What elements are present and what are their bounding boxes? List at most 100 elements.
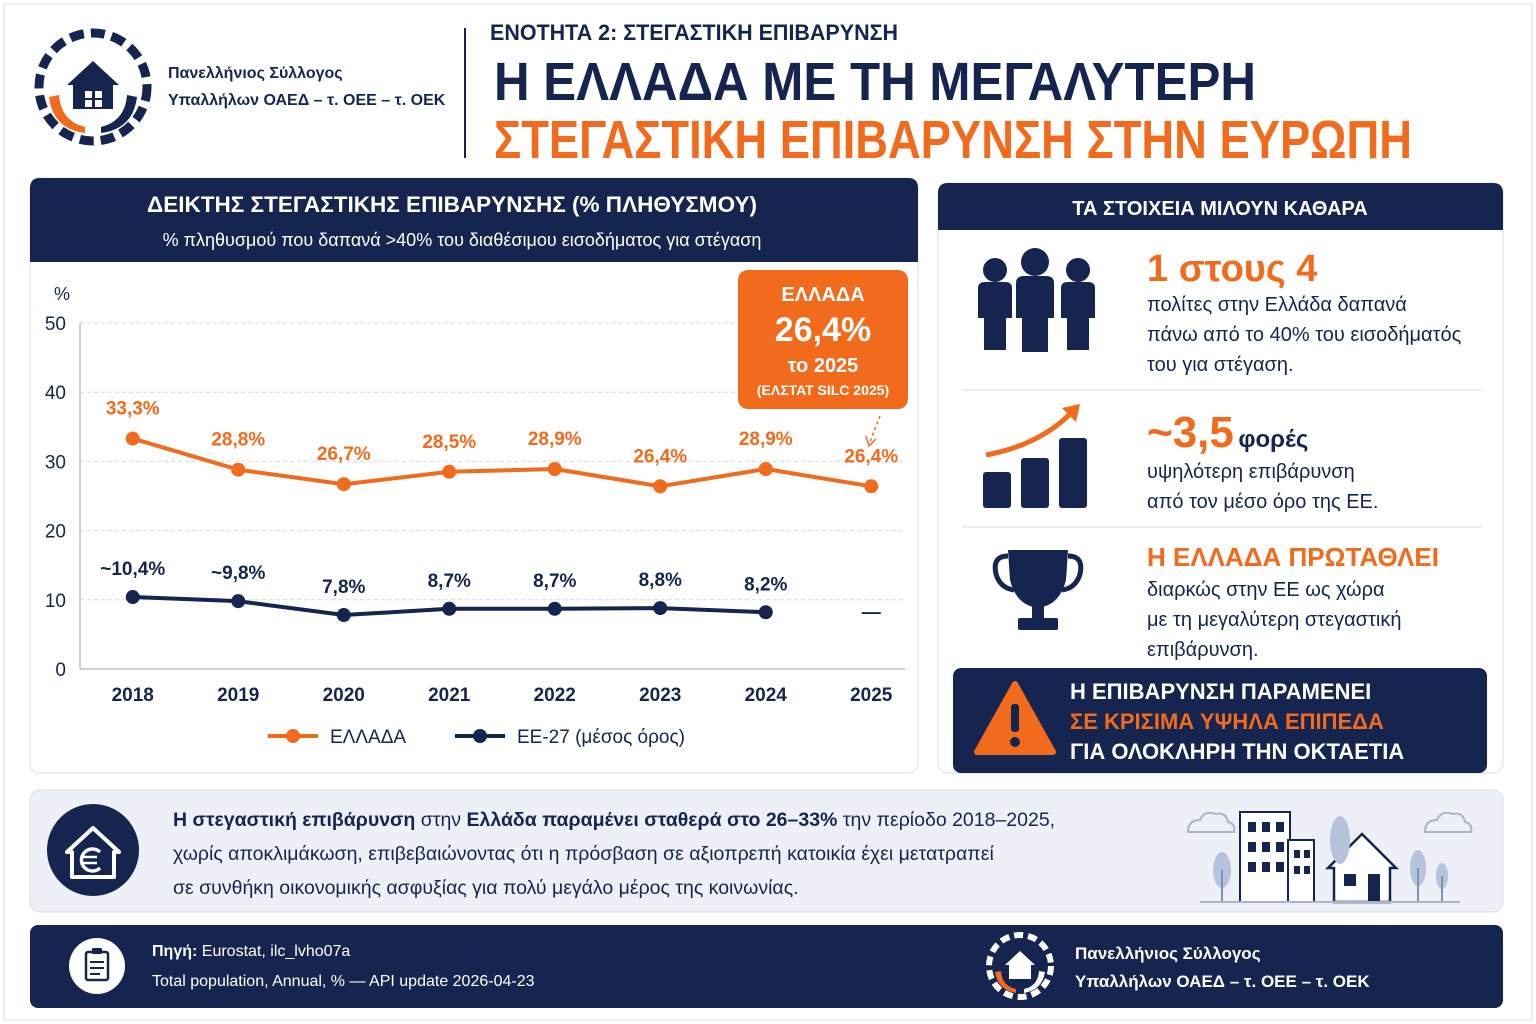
data-label: 33,3% — [106, 399, 160, 420]
data-label: 28,8% — [211, 430, 265, 451]
source-line: Πηγή: Eurostat, ilc_lvho07a — [152, 937, 535, 967]
warning-line: ΓΙΑ ΟΛΟΚΛΗΡΗ ΤΗΝ ΟΚΤΑΕΤΙΑ — [1070, 739, 1405, 764]
fact-suffix: φορές — [1238, 426, 1309, 453]
fact-line: πάνω από το 40% του εισοδήματός — [1147, 324, 1462, 346]
summary-line: σε συνθήκη οικονομικής ασφυξίας για πολύ… — [173, 877, 799, 899]
series-line — [132, 436, 872, 489]
x-tick-label: 2022 — [534, 685, 576, 706]
callout-arrow — [869, 415, 881, 443]
x-tick-label: 2024 — [745, 685, 788, 706]
footer-logo — [986, 932, 1054, 1000]
callout-value: 26,4% — [775, 311, 871, 349]
callout-arrowhead — [865, 435, 877, 448]
callout-source: (ΕΛΣΤΑΤ SILC 2025) — [757, 382, 889, 398]
data-point — [758, 605, 773, 620]
org-name: Υπαλλήλων ΟΑΕΔ – τ. ΟΕΕ – τ. ΟΕΚ — [1075, 972, 1370, 991]
x-tick-label: 2019 — [217, 685, 259, 706]
clipboard-icon — [69, 938, 125, 994]
fact-big: ~3,5 — [1147, 408, 1234, 457]
data-point — [125, 590, 140, 605]
warning-box — [953, 668, 1487, 773]
fact-big: 1 στους 4 — [1147, 248, 1318, 290]
data-label: 28,9% — [528, 429, 582, 450]
summary-card — [29, 789, 1504, 913]
warning-icon — [974, 681, 1056, 755]
fact-line: από τον μέσο όρο της ΕΕ. — [1147, 491, 1379, 513]
fact-headline: ~3,5 φορές — [1147, 408, 1308, 458]
data-label: — — [862, 602, 881, 623]
fact-headline: Η ΕΛΛΑΔΑ ΠΡΩΤΑΘΛΕΙ — [1147, 542, 1439, 573]
data-label: 7,8% — [322, 577, 365, 598]
house-euro-icon — [47, 804, 139, 896]
x-tick-label: 2025 — [850, 685, 893, 706]
data-point — [653, 479, 668, 494]
facts-header — [938, 183, 1503, 230]
data-label: ~10,4% — [100, 559, 165, 580]
data-point — [653, 601, 668, 616]
callout-label: ΕΛΛΑΔΑ — [781, 284, 864, 306]
source-label: Πηγή: — [152, 943, 198, 960]
org-name: Πανελλήνιος Σύλλογος — [168, 65, 343, 82]
footer-source: Πηγή: Eurostat, ilc_lvho07a Total popula… — [152, 937, 535, 997]
summary-run: στην — [420, 809, 462, 831]
summary-line: Η στεγαστική επιβάρυνση στην Ελλάδα παρα… — [173, 803, 1055, 837]
callout-box — [738, 270, 908, 409]
data-point — [231, 462, 246, 477]
section-label: ΕΝΟΤΗΤΑ 2: ΣΤΕΓΑΣΤΙΚΗ ΕΠΙΒΑΡΥΝΣΗ — [490, 20, 898, 45]
fact-text: υψηλότερη επιβάρυνση από τον μέσο όρο τη… — [1147, 457, 1378, 517]
data-point — [547, 601, 562, 616]
fact-text: διαρκώς στην ΕΕ ως χώρα με τη μεγαλύτερη… — [1147, 575, 1401, 665]
data-label: 28,9% — [739, 429, 793, 450]
frame — [3, 3, 1533, 1021]
warning-line: Η ΕΠΙΒΑΡΥΝΣΗ ΠΑΡΑΜΕΝΕΙ — [1070, 679, 1372, 704]
data-label: 28,5% — [422, 432, 476, 453]
fact-line: διαρκώς στην ΕΕ ως χώρα — [1147, 579, 1385, 601]
data-point — [758, 462, 773, 477]
fact-text: πολίτες στην Ελλάδα δαπανά πάνω από το 4… — [1147, 290, 1461, 380]
summary-bold: Ελλάδα παραμένει σταθερά στο 26–33% — [466, 809, 838, 831]
facts-title: ΤΑ ΣΤΟΙΧΕΙΑ ΜΙΛΟΥΝ ΚΑΘΑΡΑ — [1072, 198, 1367, 220]
y-tick-label: 20 — [45, 522, 66, 543]
city-illustration — [1186, 811, 1473, 904]
summary-bold: Η στεγαστική επιβάρυνση — [173, 809, 416, 831]
org-name: Υπαλλήλων ΟΑΕΔ – τ. ΟΕΕ – τ. ΟΕΚ — [168, 92, 446, 109]
x-tick-label: 2023 — [639, 685, 681, 706]
source: Eurostat, ilc_lvho07a — [201, 943, 351, 960]
growth-icon — [983, 404, 1087, 508]
y-tick-label: 10 — [45, 591, 66, 612]
org-name: Πανελλήνιος Σύλλογος — [1075, 944, 1261, 963]
data-label: 8,7% — [428, 571, 471, 592]
data-label: ~9,8% — [211, 563, 266, 584]
y-axis-label: % — [54, 284, 70, 304]
data-point — [864, 479, 879, 494]
chart-title: ΔΕΙΚΤΗΣ ΣΤΕΓΑΣΤΙΚΗΣ ΕΠΙΒΑΡΥΝΣΗΣ (% ΠΛΗΘΥ… — [147, 192, 757, 217]
chart-subtitle: % πληθυσμού που δαπανά >40% του διαθέσιμ… — [163, 230, 762, 250]
trophy-icon — [992, 550, 1084, 630]
data-label: 8,8% — [639, 570, 682, 591]
fact-line: υψηλότερη επιβάρυνση — [1147, 461, 1355, 483]
source-note: Total population, Annual, % — API update… — [152, 973, 535, 990]
y-tick-label: 40 — [45, 383, 66, 404]
legend-label: ΕΛΛΑΔΑ — [330, 727, 406, 748]
y-tick-label: 0 — [55, 660, 66, 681]
logo — [34, 28, 152, 146]
y-tick-label: 30 — [45, 452, 66, 473]
data-point — [231, 594, 246, 609]
summary-run: την περίοδο 2018–2025, — [842, 809, 1056, 831]
data-label: 26,7% — [317, 444, 371, 465]
title: Η ΕΛΛΑΔΑ ΜΕ ΤΗ ΜΕΓΑΛΥΤΕΡΗ — [494, 52, 1256, 112]
warning-line: ΣΕ ΚΡΙΣΙΜΑ ΥΨΗΛΑ ΕΠΙΠΕΔΑ — [1070, 709, 1384, 734]
data-label: 8,2% — [744, 574, 787, 595]
fact-line: με τη μεγαλύτερη στεγαστική — [1147, 609, 1402, 631]
legend-label: ΕΕ-27 (μέσος όρος) — [517, 727, 685, 748]
fact-big: Η ΕΛΛΑΔΑ ΠΡΩΤΑΘΛΕΙ — [1147, 542, 1439, 572]
data-point — [442, 601, 457, 616]
fact-line: επιβάρυνση. — [1147, 639, 1259, 661]
y-tick-label: 50 — [45, 314, 66, 335]
legend-marker — [286, 729, 300, 743]
summary-line: χωρίς αποκλιμάκωση, επιβεβαιώνοντας ότι … — [173, 843, 994, 865]
data-point — [442, 464, 457, 479]
data-label: 8,7% — [533, 571, 576, 592]
